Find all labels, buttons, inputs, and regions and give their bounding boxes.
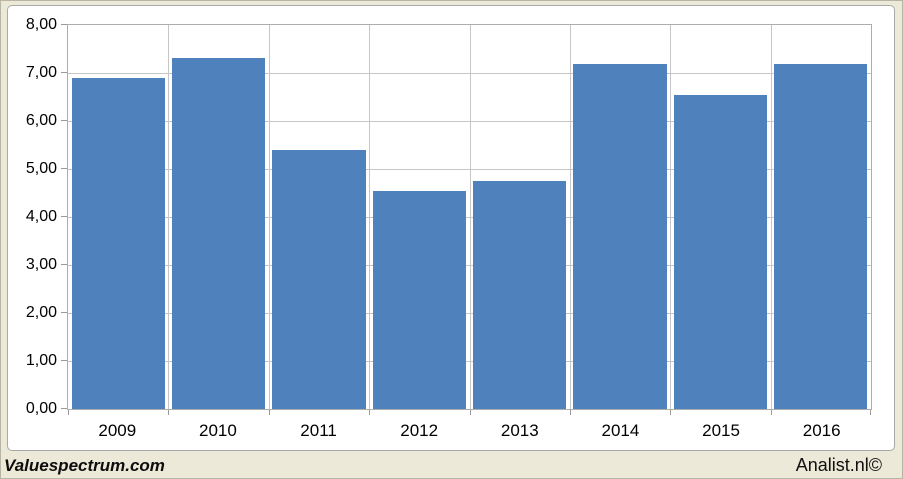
x-axis-tick — [369, 410, 371, 415]
bar-2010 — [171, 57, 266, 409]
y-tick-label: 3,00 — [25, 256, 57, 273]
bar-slot-2013 — [470, 25, 570, 409]
gridline-vertical — [168, 25, 170, 409]
x-tick-label-2013: 2013 — [500, 421, 539, 440]
bar-2011 — [272, 149, 366, 409]
bar-2013 — [473, 181, 567, 409]
bar-slot-2009 — [68, 25, 168, 409]
bar-2015 — [673, 94, 768, 409]
y-axis-tick — [61, 408, 67, 409]
bar-slot-2011 — [269, 25, 369, 409]
bar-slot-2012 — [369, 25, 469, 409]
y-axis-tick — [61, 168, 67, 169]
watermark: Valuespectrum.com — [4, 456, 165, 475]
y-axis-tick — [61, 120, 67, 121]
x-tick-label-2014: 2014 — [601, 421, 640, 440]
x-tick-label-2011: 2011 — [300, 421, 337, 440]
x-axis-tick — [268, 410, 270, 415]
bar-slot-2010 — [168, 25, 268, 409]
y-tick-label: 7,00 — [25, 64, 57, 81]
y-tick-label: 6,00 — [25, 112, 57, 129]
bar-slot-2016 — [771, 25, 871, 409]
chart-area: 0,00 1,00 2,00 3,00 4,00 5,00 6,00 7,00 8,00 200… — [7, 5, 895, 451]
y-axis-tick — [61, 24, 67, 25]
y-tick-label: 1,00 — [25, 352, 57, 369]
gridline-vertical — [469, 25, 471, 409]
gridline-vertical — [770, 25, 772, 409]
gridline-vertical — [569, 25, 571, 409]
y-tick-label: 5,00 — [25, 160, 57, 177]
x-axis-tick — [670, 410, 672, 415]
y-axis-tick — [61, 312, 67, 313]
y-tick-label: 8,00 — [25, 16, 57, 33]
bar-2016 — [774, 64, 868, 409]
y-axis-tick — [61, 264, 67, 265]
y-axis-tick — [61, 360, 67, 361]
gridline-vertical — [369, 25, 371, 409]
x-tick-label-2015: 2015 — [702, 421, 740, 440]
x-axis-tick — [68, 410, 69, 415]
y-tick-label: 2,00 — [25, 304, 57, 321]
x-axis-tick — [168, 410, 170, 415]
x-axis-tick — [469, 410, 471, 415]
bar-slot-2014 — [570, 25, 670, 409]
bar-slot-2015 — [670, 25, 770, 409]
bar-2012 — [372, 190, 466, 409]
x-tick-label-2010: 2010 — [199, 421, 237, 440]
gridline-vertical — [268, 25, 270, 409]
plot-area: 0,00 1,00 2,00 3,00 4,00 5,00 6,00 7,00 8,00 — [26, 17, 872, 417]
x-axis-tick — [569, 410, 571, 415]
y-axis-tick — [61, 72, 67, 73]
x-axis-labels: 2009 2010 2011 2012 2013 2014 2015 2016 — [67, 418, 872, 442]
x-tick-label-2009: 2009 — [98, 421, 137, 440]
y-axis-tick — [61, 216, 67, 217]
source-label: Analist.nl© — [795, 455, 882, 475]
x-tick-label-2012: 2012 — [400, 421, 439, 440]
x-axis-tick — [870, 410, 871, 415]
bar-2014 — [573, 64, 667, 409]
y-tick-label: 0,00 — [25, 400, 57, 417]
gridline-vertical — [670, 25, 672, 409]
bar-2009 — [71, 77, 165, 409]
x-axis-tick — [770, 410, 772, 415]
x-tick-label-2016: 2016 — [802, 421, 841, 440]
y-tick-label: 4,00 — [25, 208, 57, 225]
